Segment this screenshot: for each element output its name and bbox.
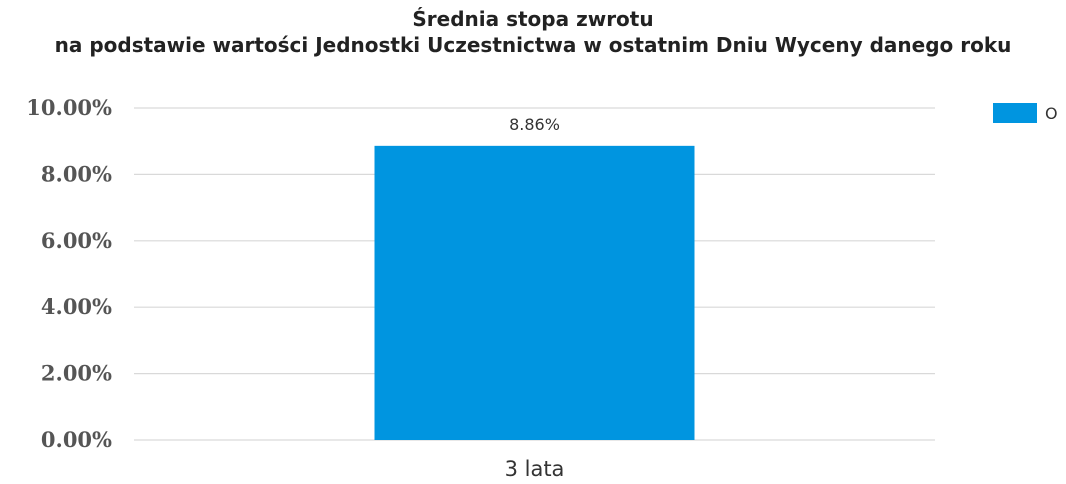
legend: O: [993, 103, 1058, 123]
y-tick-label: 4.00%: [41, 294, 112, 319]
chart-title-block: Średnia stopa zwrotu na podstawie wartoś…: [0, 6, 1066, 58]
x-category-label: 3 lata: [505, 457, 565, 481]
chart-title: Średnia stopa zwrotu: [412, 7, 654, 31]
legend-label: O: [1045, 104, 1058, 123]
bars: 8.86%: [374, 115, 695, 440]
y-axis-ticks: 0.00% 2.00% 4.00% 6.00% 8.00% 10.00%: [26, 95, 112, 452]
legend-swatch: [993, 103, 1037, 123]
chart-subtitle: na podstawie wartości Jednostki Uczestni…: [54, 33, 1012, 57]
bar: [374, 145, 695, 440]
y-tick-label: 6.00%: [41, 228, 112, 253]
y-tick-label: 8.00%: [41, 161, 112, 186]
x-axis-categories: 3 lata: [505, 457, 565, 481]
y-tick-label: 2.00%: [41, 361, 112, 386]
bar-data-label: 8.86%: [509, 115, 560, 134]
y-tick-label: 0.00%: [41, 427, 112, 452]
y-tick-label: 10.00%: [26, 95, 112, 120]
